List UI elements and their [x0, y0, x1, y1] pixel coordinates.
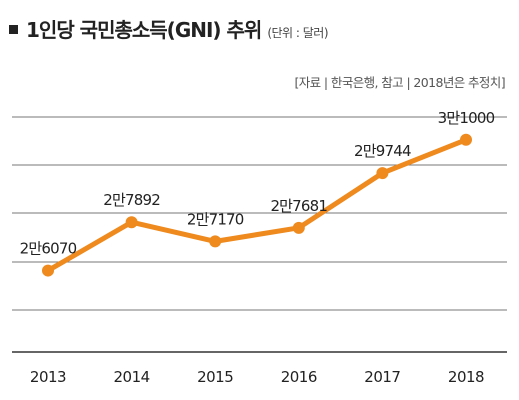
data-points	[42, 133, 472, 277]
data-label: 2만7892	[103, 191, 160, 209]
unit-label: (단위 : 달러)	[267, 26, 329, 40]
data-point	[125, 216, 138, 229]
series-polyline	[45, 137, 469, 274]
grid-lines	[12, 116, 507, 353]
x-tick-label: 2016	[281, 368, 317, 386]
data-point	[460, 133, 472, 146]
data-label: 2만9744	[354, 142, 411, 160]
data-point	[376, 167, 389, 180]
data-point	[42, 264, 54, 277]
x-tick-label: 2014	[114, 368, 150, 386]
source-note: [자료 | 한국은행, 참고 | 2018년은 추정치]	[294, 75, 505, 90]
data-label: 2만7681	[270, 197, 327, 215]
data-label: 2만7170	[187, 210, 244, 228]
chart-title: 1인당 국민총소득(GNI) 추위	[26, 18, 262, 42]
data-label: 2만6070	[20, 240, 77, 258]
square-bullet-icon	[9, 25, 18, 34]
x-tick-label: 2017	[364, 368, 400, 386]
x-tick-label: 2018	[448, 368, 484, 386]
data-labels: 2만6070 2만7892 2만7170 2만7681 2만9744 3만1000	[20, 109, 496, 258]
data-point	[209, 235, 222, 248]
series-line	[45, 137, 469, 274]
x-axis-ticks: 2013 2014 2015 2016 2017 2018	[30, 368, 485, 386]
data-label: 3만1000	[438, 109, 495, 127]
x-tick-label: 2015	[197, 368, 233, 386]
data-point	[292, 221, 305, 234]
x-tick-label: 2013	[30, 368, 66, 386]
title-row: 1인당 국민총소득(GNI) 추위 (단위 : 달러)	[9, 14, 329, 43]
